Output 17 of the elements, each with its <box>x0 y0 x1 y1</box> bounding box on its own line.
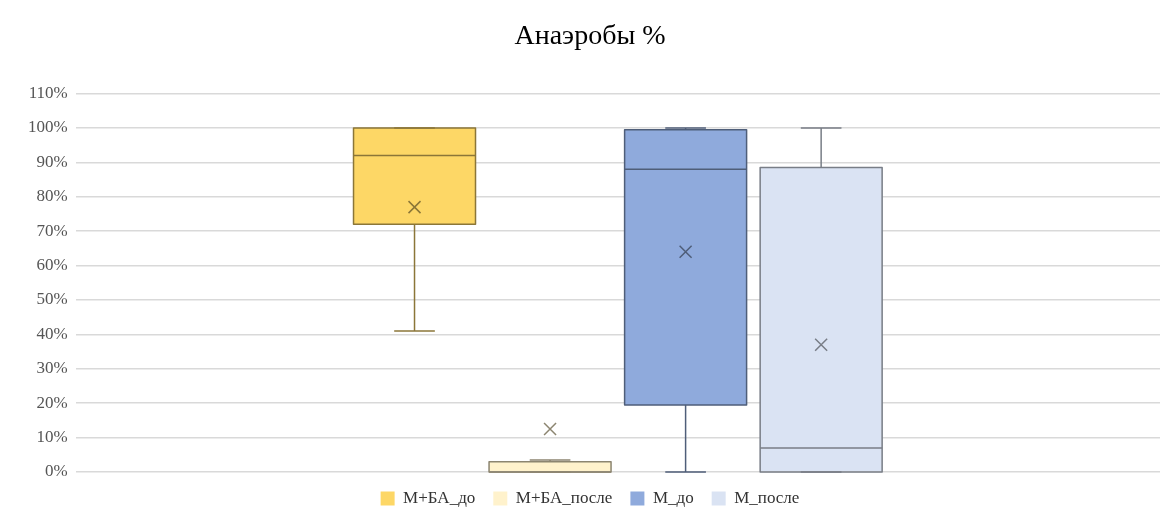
y-tick-label: 40% <box>36 323 68 343</box>
y-tick-label: 50% <box>36 289 68 309</box>
legend-label: М+БА_после <box>515 487 613 507</box>
legend-label: М+БА_до <box>403 487 476 507</box>
chart-title: Анаэробы % <box>514 19 666 51</box>
y-tick-label: 30% <box>36 358 68 378</box>
legend-label: М_до <box>652 487 694 507</box>
y-tick-label: 90% <box>36 151 68 171</box>
y-tick-label: 10% <box>36 427 68 447</box>
y-tick-label: 0% <box>44 461 68 481</box>
legend-label: М_после <box>734 487 800 507</box>
y-tick-label: 110% <box>28 83 68 103</box>
y-tick-label: 80% <box>36 186 68 206</box>
y-tick-label: 100% <box>27 117 68 137</box>
y-tick-label: 70% <box>36 220 68 240</box>
y-tick-label: 20% <box>36 392 68 412</box>
y-tick-label: 60% <box>36 255 68 275</box>
